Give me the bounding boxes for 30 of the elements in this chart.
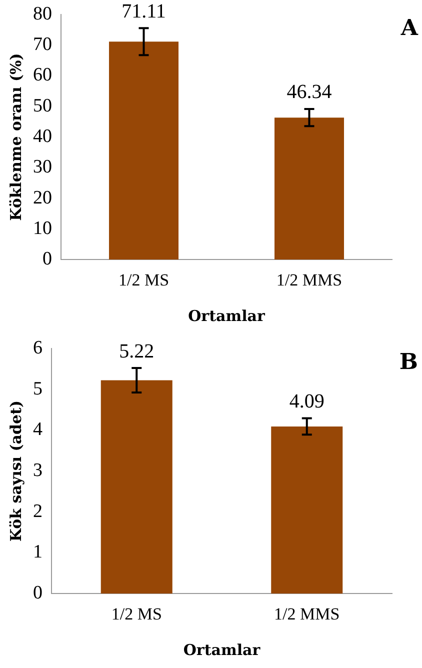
y-axis-title: Kök sayısı (adet) — [6, 400, 25, 542]
x-tick-label: 1/2 MS — [118, 270, 170, 290]
x-tick-label: 1/2 MMS — [276, 270, 342, 290]
y-tick-label: 50 — [33, 95, 52, 116]
data-label: 5.22 — [119, 340, 154, 362]
data-label: 71.11 — [122, 0, 166, 22]
y-tick-label: 0 — [42, 248, 52, 270]
y-tick-label: 1 — [33, 542, 42, 563]
data-label: 46.34 — [286, 81, 332, 104]
x-axis-title: Ortamlar — [183, 640, 262, 659]
x-tick-label: 1/2 MS — [111, 604, 162, 624]
y-axis-title: Köklenme oranı (%) — [6, 53, 25, 221]
y-tick-label: 5 — [33, 378, 42, 400]
y-tick-label: 3 — [33, 460, 42, 481]
text: A — [400, 15, 419, 42]
y-tick-label: 80 — [33, 3, 52, 24]
y-tick-label: 20 — [33, 187, 52, 208]
x-axis-title: Ortamlar — [188, 306, 266, 325]
text: B — [399, 349, 418, 376]
y-tick-label: 60 — [33, 64, 52, 86]
y-tick-label: 4 — [33, 419, 43, 440]
data-label: 4.09 — [289, 390, 324, 413]
x-tick-label: 1/2 MMS — [274, 604, 340, 624]
y-tick-label: 0 — [33, 582, 42, 604]
y-tick-label: 2 — [33, 500, 42, 522]
y-tick-label: 70 — [33, 34, 52, 56]
y-tick-label: 6 — [33, 337, 42, 358]
y-tick-label: 10 — [33, 218, 52, 239]
y-tick-label: 30 — [33, 156, 52, 178]
y-tick-label: 40 — [33, 126, 52, 147]
